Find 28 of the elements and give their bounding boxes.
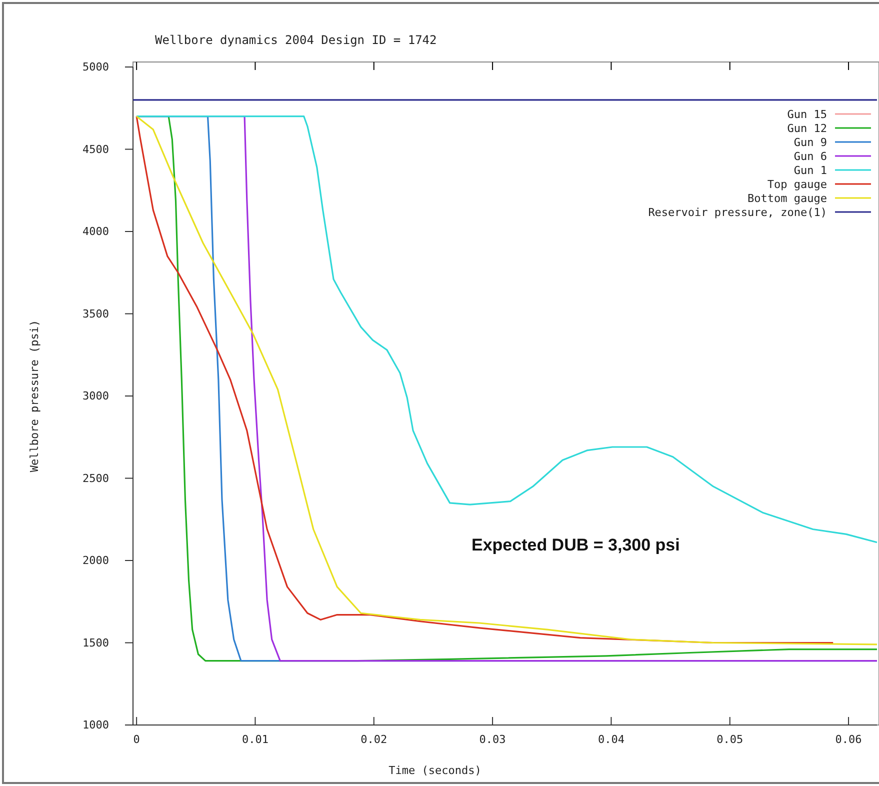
x-tick-label: 0.01 xyxy=(242,732,268,746)
x-tick-label: 0.06 xyxy=(835,732,862,746)
legend-label: Gun 12 xyxy=(787,122,827,135)
legend-label: Gun 9 xyxy=(794,136,827,149)
x-tick-label: 0.05 xyxy=(716,732,744,746)
legend-label: Bottom gauge xyxy=(748,192,827,205)
x-axis-title: Time (seconds) xyxy=(388,764,482,777)
y-tick-label: 1500 xyxy=(82,636,109,650)
legend-label: Reservoir pressure, zone(1) xyxy=(648,206,827,219)
chart-title: Wellbore dynamics 2004 Design ID = 1742 xyxy=(155,33,437,47)
legend-label: Gun 15 xyxy=(787,108,827,121)
y-tick-label: 1000 xyxy=(82,718,109,732)
y-tick-label: 5000 xyxy=(82,60,109,74)
y-tick-label: 3000 xyxy=(82,390,109,403)
x-tick-label: 0 xyxy=(133,732,140,746)
x-tick-label: 0.02 xyxy=(360,732,388,746)
y-tick-label: 2500 xyxy=(82,472,109,485)
y-tick-label: 4000 xyxy=(82,225,109,238)
y-tick-label: 4500 xyxy=(82,142,109,156)
x-tick-label: 0.03 xyxy=(479,732,506,746)
legend-label: Gun 6 xyxy=(794,150,827,163)
annotation: Expected DUB = 3,300 psi xyxy=(472,536,680,555)
legend-label: Top gauge xyxy=(767,178,827,191)
y-tick-label: 2000 xyxy=(82,554,109,568)
y-tick-label: 3500 xyxy=(82,307,109,320)
y-axis-title: Wellbore pressure (psi) xyxy=(28,320,41,472)
x-tick-label: 0.04 xyxy=(598,732,625,746)
legend-label: Gun 1 xyxy=(794,164,827,177)
